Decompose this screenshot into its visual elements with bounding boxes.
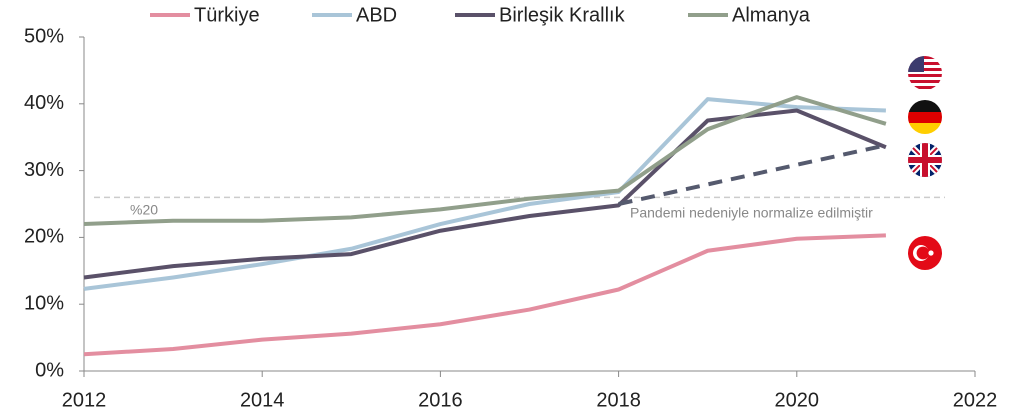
y-tick-label: 50% (24, 25, 64, 47)
legend-label: Almanya (732, 4, 811, 26)
x-tick-label: 2014 (240, 389, 285, 411)
annotation: Pandemi nedeniyle normalize edilmiştir (630, 205, 873, 221)
x-tick-label: 2020 (775, 389, 820, 411)
y-tick-label: 30% (24, 159, 64, 181)
flag-us (908, 56, 942, 90)
annotation: %20 (130, 202, 158, 218)
legend-label: Türkiye (194, 4, 260, 26)
x-tick-label: 2012 (62, 389, 107, 411)
x-tick-label: 2016 (418, 389, 463, 411)
line-series (83, 108, 887, 280)
x-tick-label: 2022 (953, 389, 998, 411)
legend-label: ABD (356, 4, 397, 26)
y-tick-label: 40% (24, 92, 64, 114)
y-tick-label: 20% (24, 226, 64, 248)
line-series (83, 95, 887, 227)
line-series (83, 97, 886, 291)
legend-label: Birleşik Krallık (499, 4, 626, 26)
y-tick-label: 10% (24, 292, 64, 314)
line-series (83, 233, 886, 357)
normalized-line (618, 143, 887, 206)
x-tick-label: 2018 (596, 389, 641, 411)
flag-tr (908, 236, 942, 270)
flag-uk (908, 143, 942, 177)
flag-de (908, 100, 942, 134)
y-tick-label: 0% (35, 359, 64, 381)
